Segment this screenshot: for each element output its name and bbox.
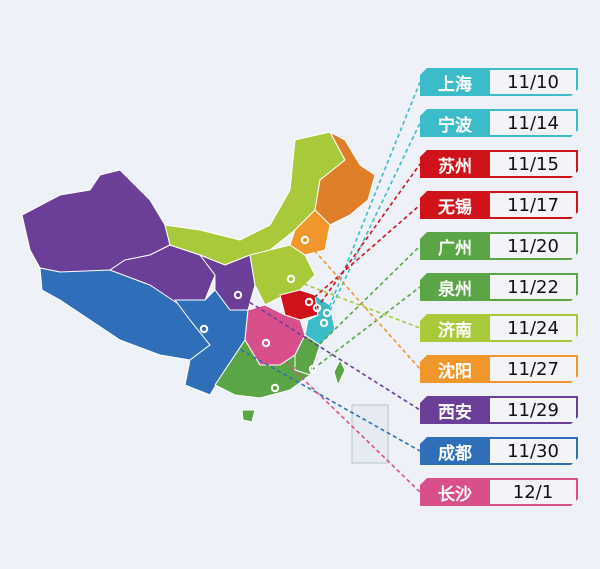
legend-item: 济南 11/24 xyxy=(420,314,578,342)
city-name: 西安 xyxy=(420,396,490,424)
city-date: 11/17 xyxy=(490,191,578,219)
legend-item: 长沙 12/1 xyxy=(420,478,578,506)
city-date: 11/14 xyxy=(490,109,578,137)
legend-item: 西安 11/29 xyxy=(420,396,578,424)
city-name: 成都 xyxy=(420,437,490,465)
legend-item: 广州 11/20 xyxy=(420,232,578,260)
city-date: 11/30 xyxy=(490,437,578,465)
connector-line xyxy=(312,286,421,370)
city-marker xyxy=(270,383,280,393)
city-name: 上海 xyxy=(420,68,490,96)
city-date: 11/29 xyxy=(490,396,578,424)
city-name: 苏州 xyxy=(420,150,490,178)
legend-item: 沈阳 11/27 xyxy=(420,355,578,383)
city-date: 11/15 xyxy=(490,150,578,178)
connector-line xyxy=(237,294,421,411)
legend-item: 苏州 11/15 xyxy=(420,150,578,178)
region-hainan xyxy=(241,409,256,423)
city-name: 宁波 xyxy=(420,109,490,137)
city-date: 11/10 xyxy=(490,68,578,96)
connector-line xyxy=(203,328,421,452)
city-marker xyxy=(304,297,314,307)
city-name: 长沙 xyxy=(420,478,490,506)
legend-item: 无锡 11/17 xyxy=(420,191,578,219)
city-marker xyxy=(261,338,271,348)
region-northeast xyxy=(314,131,376,226)
city-marker xyxy=(199,324,209,334)
city-marker xyxy=(308,364,318,374)
city-date: 12/1 xyxy=(490,478,578,506)
city-name: 泉州 xyxy=(420,273,490,301)
connector-line xyxy=(290,278,421,329)
legend-item: 上海 11/10 xyxy=(420,68,578,96)
connector-line xyxy=(265,342,421,493)
legend-item: 泉州 11/22 xyxy=(420,273,578,301)
city-date: 11/22 xyxy=(490,273,578,301)
city-marker xyxy=(322,308,332,318)
connector-line xyxy=(323,122,421,324)
city-name: 沈阳 xyxy=(420,355,490,383)
city-date: 11/27 xyxy=(490,355,578,383)
city-date: 11/20 xyxy=(490,232,578,260)
south-sea-inset xyxy=(351,404,389,464)
connector-line xyxy=(308,204,421,303)
connector-line xyxy=(304,239,421,370)
city-marker xyxy=(312,303,322,313)
city-name: 济南 xyxy=(420,314,490,342)
city-marker xyxy=(286,274,296,284)
region-guangdong-guangxi xyxy=(214,339,311,399)
city-marker xyxy=(233,290,243,300)
city-name: 无锡 xyxy=(420,191,490,219)
legend-item: 宁波 11/14 xyxy=(420,109,578,137)
city-marker xyxy=(319,318,329,328)
legend-item: 成都 11/30 xyxy=(420,437,578,465)
connector-line xyxy=(274,245,421,389)
region-taiwan xyxy=(333,359,346,386)
city-date: 11/24 xyxy=(490,314,578,342)
city-name: 广州 xyxy=(420,232,490,260)
connector-line xyxy=(316,163,421,309)
city-marker xyxy=(300,235,310,245)
